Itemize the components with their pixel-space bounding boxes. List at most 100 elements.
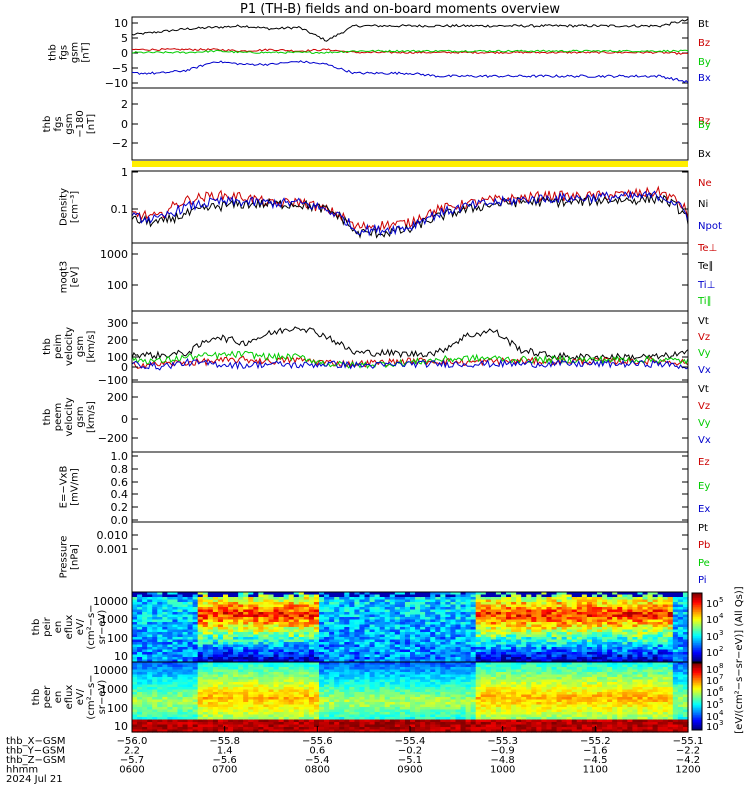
heat-cell (303, 634, 310, 638)
heat-cell (278, 727, 285, 731)
heat-cell (197, 592, 204, 596)
y-tick-label: 1 (121, 166, 128, 179)
legend-item: Vt (698, 384, 709, 395)
heat-cell (172, 624, 179, 628)
heat-cell (455, 594, 462, 598)
heat-cell (546, 629, 553, 633)
heat-cell (162, 634, 168, 638)
heat-cell (238, 644, 244, 648)
heat-cell (162, 614, 168, 618)
heat-cell (192, 607, 199, 611)
heat-cell (177, 594, 184, 598)
heat-cell (642, 642, 649, 646)
heat-cell (147, 724, 153, 728)
heat-cell (268, 709, 275, 713)
heat-cell (410, 619, 416, 623)
heat-cell (243, 609, 249, 613)
heat-cell (293, 624, 300, 628)
heat-cell (137, 644, 143, 648)
heat-cell (344, 672, 350, 676)
heat-cell (324, 702, 330, 706)
heat-cell (521, 604, 527, 608)
heat-cell (359, 694, 366, 698)
heat-cell (263, 637, 270, 641)
heat-cell (607, 604, 613, 608)
heat-cell (490, 642, 497, 646)
heat-cell (217, 592, 224, 596)
heat-cell (410, 727, 416, 731)
heat-cell (273, 647, 280, 651)
heat-cell (258, 687, 265, 691)
heat-cell (137, 679, 143, 683)
heat-cell (597, 639, 603, 643)
heat-cell (364, 679, 371, 683)
heat-cell (425, 729, 431, 733)
heat-cell (339, 672, 345, 676)
heat-cell (273, 664, 280, 668)
heat-cell (349, 707, 355, 711)
heat-cell (228, 697, 234, 701)
heat-cell (597, 647, 603, 651)
heat-cell (410, 679, 416, 683)
heat-cell (566, 637, 573, 641)
heat-cell (672, 624, 679, 628)
heat-cell (516, 659, 522, 663)
heat-cell (182, 622, 189, 626)
heat-cell (460, 614, 467, 618)
heat-cell (339, 722, 345, 726)
heat-cell (597, 634, 603, 638)
heat-cell (384, 692, 391, 696)
heat-cell (455, 629, 462, 633)
heat-cell (344, 597, 350, 601)
heat-cell (137, 664, 143, 668)
heat-cell (425, 719, 431, 723)
heat-cell (581, 624, 588, 628)
heat-cell (278, 704, 285, 708)
heat-cell (187, 662, 194, 666)
heat-cell (207, 644, 214, 648)
heat-cell (197, 689, 204, 693)
heat-cell (207, 612, 214, 616)
heat-cell (399, 702, 406, 706)
y-tick-label: 10 (114, 17, 128, 30)
heat-cell (430, 624, 436, 628)
heat-cell (475, 599, 482, 603)
heat-cell (298, 632, 305, 636)
heat-cell (662, 637, 669, 641)
heat-cell (404, 717, 411, 721)
heat-cell (172, 724, 179, 728)
heat-cell (222, 722, 229, 726)
heat-cell (152, 602, 158, 606)
heat-cell (597, 642, 603, 646)
heat-cell (308, 654, 315, 658)
heat-cell (258, 607, 265, 611)
heat-cell (132, 607, 138, 611)
heat-cell (672, 617, 679, 621)
heat-cell (430, 599, 436, 603)
heat-cell (389, 604, 396, 608)
heat-cell (460, 627, 467, 631)
heat-cell (420, 609, 426, 613)
heat-cell (298, 627, 305, 631)
heat-cell (147, 704, 153, 708)
heat-cell (319, 702, 325, 706)
heat-cell (455, 592, 462, 596)
heat-cell (162, 649, 168, 653)
heat-cell (217, 639, 224, 643)
heat-cell (410, 602, 416, 606)
heat-cell (167, 637, 174, 641)
heat-cell (394, 594, 401, 598)
heat-cell (152, 644, 158, 648)
heat-cell (167, 722, 174, 726)
heat-cell (228, 712, 234, 716)
heat-cell (667, 627, 674, 631)
y-axis-label: (cm²−s− (86, 604, 97, 649)
heat-cell (303, 729, 310, 733)
heat-cell (344, 644, 350, 648)
y-axis-label: en (53, 691, 64, 704)
heat-cell (571, 609, 578, 613)
heat-cell (339, 679, 345, 683)
heat-cell (420, 602, 426, 606)
heat-cell (233, 659, 239, 663)
heat-cell (652, 619, 659, 623)
